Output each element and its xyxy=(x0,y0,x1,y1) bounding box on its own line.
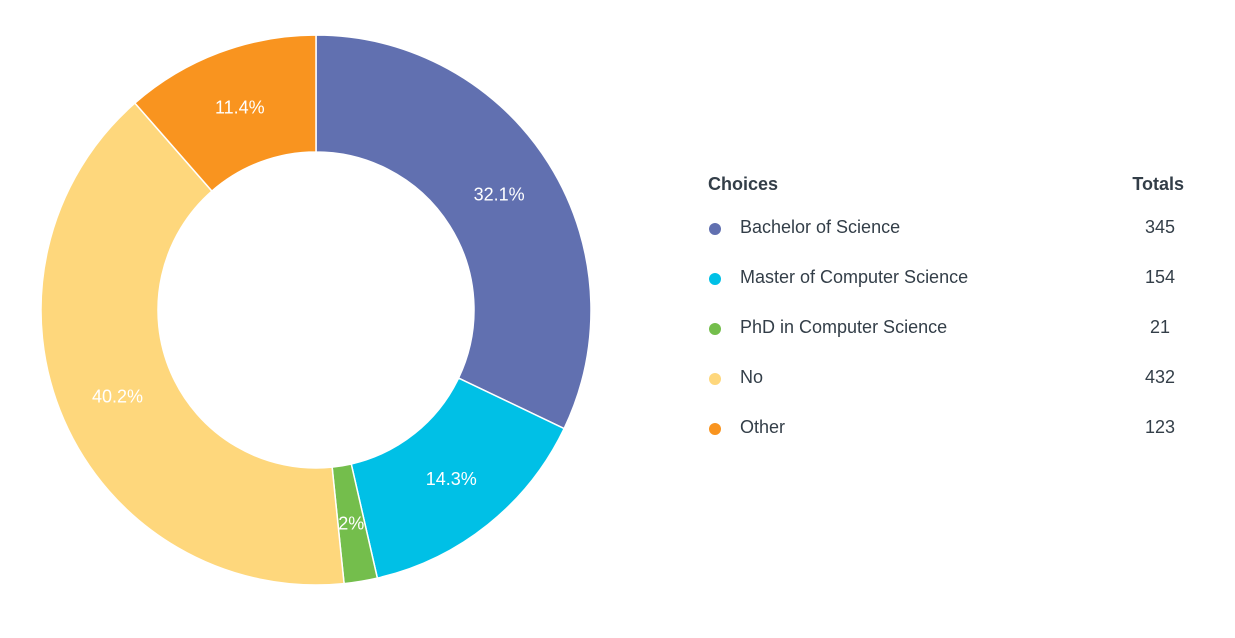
legend-total: 432 xyxy=(1144,367,1176,387)
legend-label: Bachelor of Science xyxy=(740,217,901,237)
slice-no[interactable] xyxy=(40,101,345,586)
slice-bachelor-of-science[interactable] xyxy=(315,34,592,430)
slice-other[interactable] xyxy=(133,34,317,193)
legend-header: Choices Totals xyxy=(708,172,1188,200)
legend-total: 154 xyxy=(1144,267,1176,287)
legend-total: 21 xyxy=(1149,317,1171,337)
slice-label-master-of-computer-science: 14.3% xyxy=(426,469,477,489)
totals-header: Totals xyxy=(1132,174,1184,194)
legend-dot-icon xyxy=(709,273,721,285)
legend-row-phd-in-computer-science: PhD in Computer Science 21 xyxy=(708,300,1188,350)
slice-label-phd-in-computer-science: 2% xyxy=(338,514,364,534)
legend-total: 123 xyxy=(1144,417,1176,437)
legend-label: Other xyxy=(740,417,786,437)
legend-label: No xyxy=(740,367,764,387)
legend-row-other: Other 123 xyxy=(708,400,1188,450)
legend-dot-icon xyxy=(709,373,721,385)
legend-table: Choices Totals Bachelor of Science 345 Mas… xyxy=(708,172,1188,450)
legend-row-bachelor-of-science: Bachelor of Science 345 xyxy=(708,200,1188,250)
legend-label: Master of Computer Science xyxy=(740,267,969,287)
donut-slices xyxy=(40,34,592,586)
slice-label-no: 40.2% xyxy=(92,386,143,406)
legend-row-no: No 432 xyxy=(708,350,1188,400)
legend-rows: Bachelor of Science 345 Master of Computer… xyxy=(708,200,1188,450)
slice-label-bachelor-of-science: 32.1% xyxy=(474,185,525,205)
legend-dot-icon xyxy=(709,223,721,235)
choices-header: Choices xyxy=(708,174,779,194)
legend-dot-icon xyxy=(709,323,721,335)
legend-row-master-of-computer-science: Master of Computer Science 154 xyxy=(708,250,1188,300)
slice-label-other: 11.4% xyxy=(215,97,265,117)
donut-slice-labels: 32.1% 14.3% 2% 40.2% 11.4% xyxy=(92,97,525,533)
legend-dot-icon xyxy=(709,423,721,435)
legend-total: 345 xyxy=(1144,217,1176,237)
legend-label: PhD in Computer Science xyxy=(740,317,948,337)
donut-chart: 32.1% 14.3% 2% 40.2% 11.4% xyxy=(40,34,592,586)
